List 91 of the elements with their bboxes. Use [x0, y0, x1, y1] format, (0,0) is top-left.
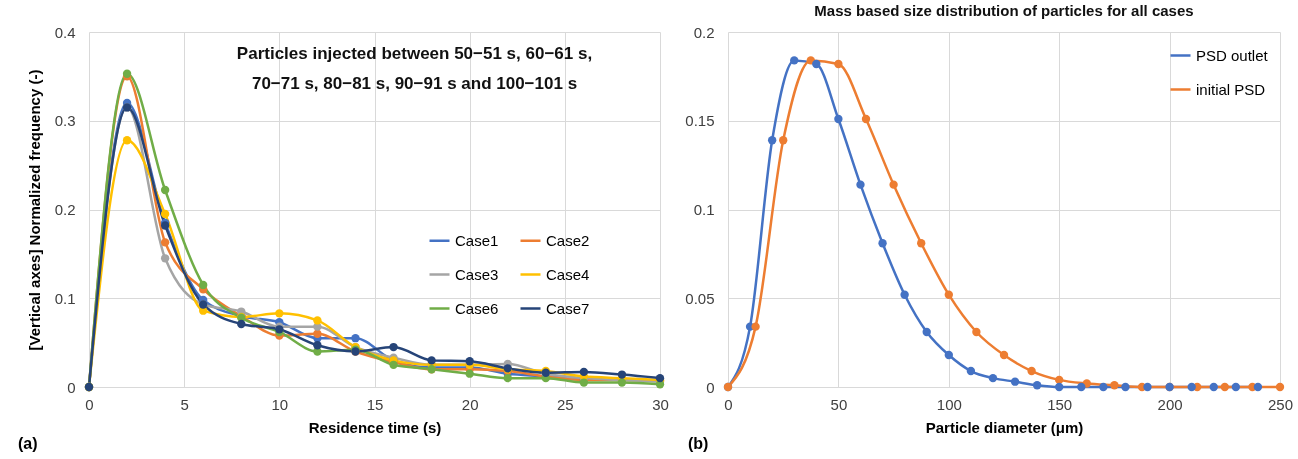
point	[966, 366, 976, 376]
point	[751, 322, 760, 331]
point	[917, 239, 926, 248]
x-tick-label: 15	[366, 395, 384, 413]
point	[767, 136, 777, 145]
point	[199, 280, 208, 290]
point	[160, 254, 170, 263]
point	[617, 370, 627, 379]
legend-label: PSD outlet	[1196, 46, 1269, 64]
point	[122, 136, 132, 145]
point	[1231, 382, 1241, 392]
point	[237, 319, 246, 329]
point	[878, 239, 887, 248]
legend-label: Case6	[455, 299, 499, 317]
point	[834, 114, 843, 124]
point	[999, 350, 1009, 360]
y-tick-label: 0	[706, 378, 715, 396]
y-axis-title: [Vertical axes] Normalized frequency (-)	[25, 69, 43, 351]
point	[1027, 366, 1036, 376]
point	[389, 342, 398, 352]
point	[900, 290, 909, 299]
x-tick-label: 0	[724, 395, 733, 413]
point	[313, 329, 322, 338]
point	[944, 290, 953, 299]
text: (b)	[688, 435, 709, 452]
point	[1209, 382, 1218, 392]
x-tick-label: 50	[830, 395, 848, 413]
point	[579, 367, 589, 377]
x-tick-label: 200	[1157, 395, 1183, 413]
legend-label: Case1	[455, 231, 499, 249]
point	[1275, 382, 1285, 392]
point	[160, 185, 170, 195]
point	[313, 316, 322, 325]
point	[779, 136, 788, 145]
point	[1077, 382, 1086, 392]
y-tick-label: 0.15	[685, 112, 715, 130]
point	[944, 350, 953, 360]
point	[1187, 382, 1196, 392]
x-tick-label: 5	[180, 395, 189, 413]
x-tick-label: 10	[271, 395, 289, 413]
point	[1121, 382, 1130, 392]
y-tick-label: 0.4	[54, 23, 76, 41]
chart-title: Mass based size distribution of particles for all cases	[814, 2, 1194, 19]
point	[351, 334, 360, 343]
x-tick-label: 20	[461, 395, 479, 413]
point	[1055, 382, 1064, 392]
y-tick-label: 0.05	[685, 289, 715, 307]
point	[790, 56, 799, 65]
point	[1099, 382, 1108, 392]
x-tick-label: 250	[1267, 395, 1294, 413]
point	[275, 309, 284, 318]
point	[861, 114, 871, 124]
y-tick-label: 0	[67, 378, 76, 396]
point	[1032, 381, 1042, 390]
y-tick-label: 0.1	[54, 289, 76, 307]
y-tick-label: 0.2	[54, 201, 76, 218]
point	[1253, 382, 1263, 392]
text: Particles injected between 50−51 s, 60−61 s, 70−71 s, 80−81 s, 90−91 s and 100−101 s	[236, 44, 593, 93]
x-tick-label: 25	[556, 395, 574, 413]
x-axis-title: Residence time (s)	[308, 418, 442, 436]
x-axis-title: Particle diameter (μm)	[925, 418, 1084, 436]
point	[834, 59, 843, 69]
legend-label: initial PSD	[1196, 80, 1266, 98]
point	[812, 59, 821, 69]
x-tick-label: 30	[652, 395, 669, 413]
x-tick-label: 0	[85, 395, 94, 413]
point	[856, 180, 865, 189]
legend-label: Case2	[546, 231, 590, 249]
point	[160, 238, 170, 247]
y-tick-label: 0.1	[693, 201, 715, 218]
point	[889, 180, 898, 189]
text: (a)	[18, 435, 38, 452]
point	[465, 369, 474, 378]
point	[1220, 382, 1229, 392]
point	[160, 209, 170, 219]
point	[1055, 375, 1064, 385]
y-tick-label: 0.3	[54, 112, 76, 130]
x-tick-label: 100	[936, 395, 962, 413]
point	[1110, 381, 1119, 390]
point	[1143, 382, 1152, 392]
point	[427, 356, 436, 365]
legend-label: Case3	[455, 265, 499, 283]
x-tick-label: 150	[1047, 395, 1073, 413]
legend-label: Case7	[546, 299, 590, 317]
point	[972, 327, 981, 337]
point	[988, 373, 998, 383]
legend-label: Case4	[546, 265, 590, 283]
point	[922, 327, 931, 337]
y-tick-label: 0.2	[693, 23, 715, 41]
point	[313, 341, 322, 350]
point	[1010, 377, 1020, 386]
